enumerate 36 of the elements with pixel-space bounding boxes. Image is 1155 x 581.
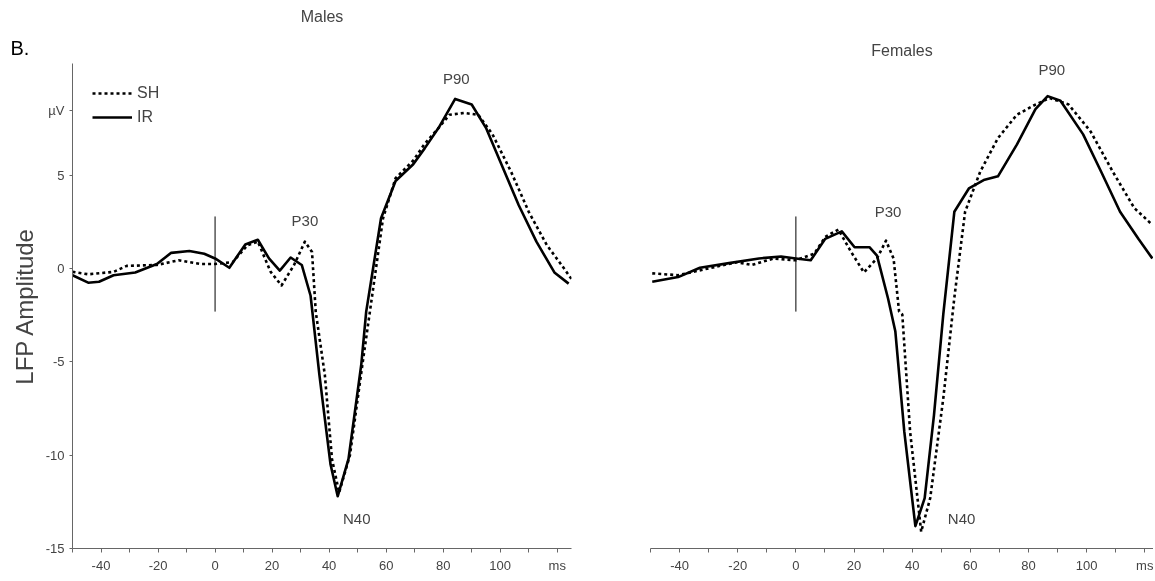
x-tick-label: 0: [211, 557, 219, 573]
x-tick-label: 60: [963, 557, 978, 573]
x-tick-label: 0: [792, 557, 800, 573]
x-tick-label: -20: [148, 557, 168, 573]
x-tick-label: 20: [264, 557, 280, 573]
x-tick-label: -20: [728, 557, 748, 573]
y-tick-label: -5: [52, 354, 65, 370]
chart-title: Females: [871, 41, 933, 59]
legend-label: SH: [137, 84, 160, 102]
annotation: N40: [947, 510, 976, 528]
x-tick-label: 100: [489, 557, 512, 573]
x-tick-label: 80: [1021, 557, 1036, 573]
y-tick-label: -10: [45, 447, 65, 463]
x-tick-label: -40: [670, 557, 689, 573]
x-tick-label: ms: [1136, 557, 1154, 573]
x-tick-label: 100: [1075, 557, 1098, 573]
x-tick-label: 60: [378, 557, 394, 573]
x-tick-label: 80: [435, 557, 451, 573]
x-tick-label: ms: [548, 557, 567, 573]
y-tick-label: 5: [57, 167, 65, 183]
chart-title: Males: [300, 7, 344, 25]
x-tick-label: 40: [321, 557, 337, 573]
annotation: N40: [343, 510, 371, 528]
x-tick-label: 20: [846, 557, 862, 573]
x-tick-label: -40: [91, 557, 111, 573]
y-tick-label: µV: [48, 102, 65, 118]
x-tick-label: 40: [904, 557, 920, 573]
y-axis-title: LFP Amplitude: [10, 229, 38, 385]
annotation: P30: [874, 203, 902, 221]
y-tick-label: -15: [45, 541, 65, 556]
annotation: P30: [291, 211, 319, 229]
text: P90: [1038, 60, 1066, 78]
annotation: P90: [442, 69, 470, 87]
legend-label: IR: [137, 108, 154, 126]
text: B.: [10, 36, 30, 59]
y-tick-label: 0: [57, 261, 65, 277]
